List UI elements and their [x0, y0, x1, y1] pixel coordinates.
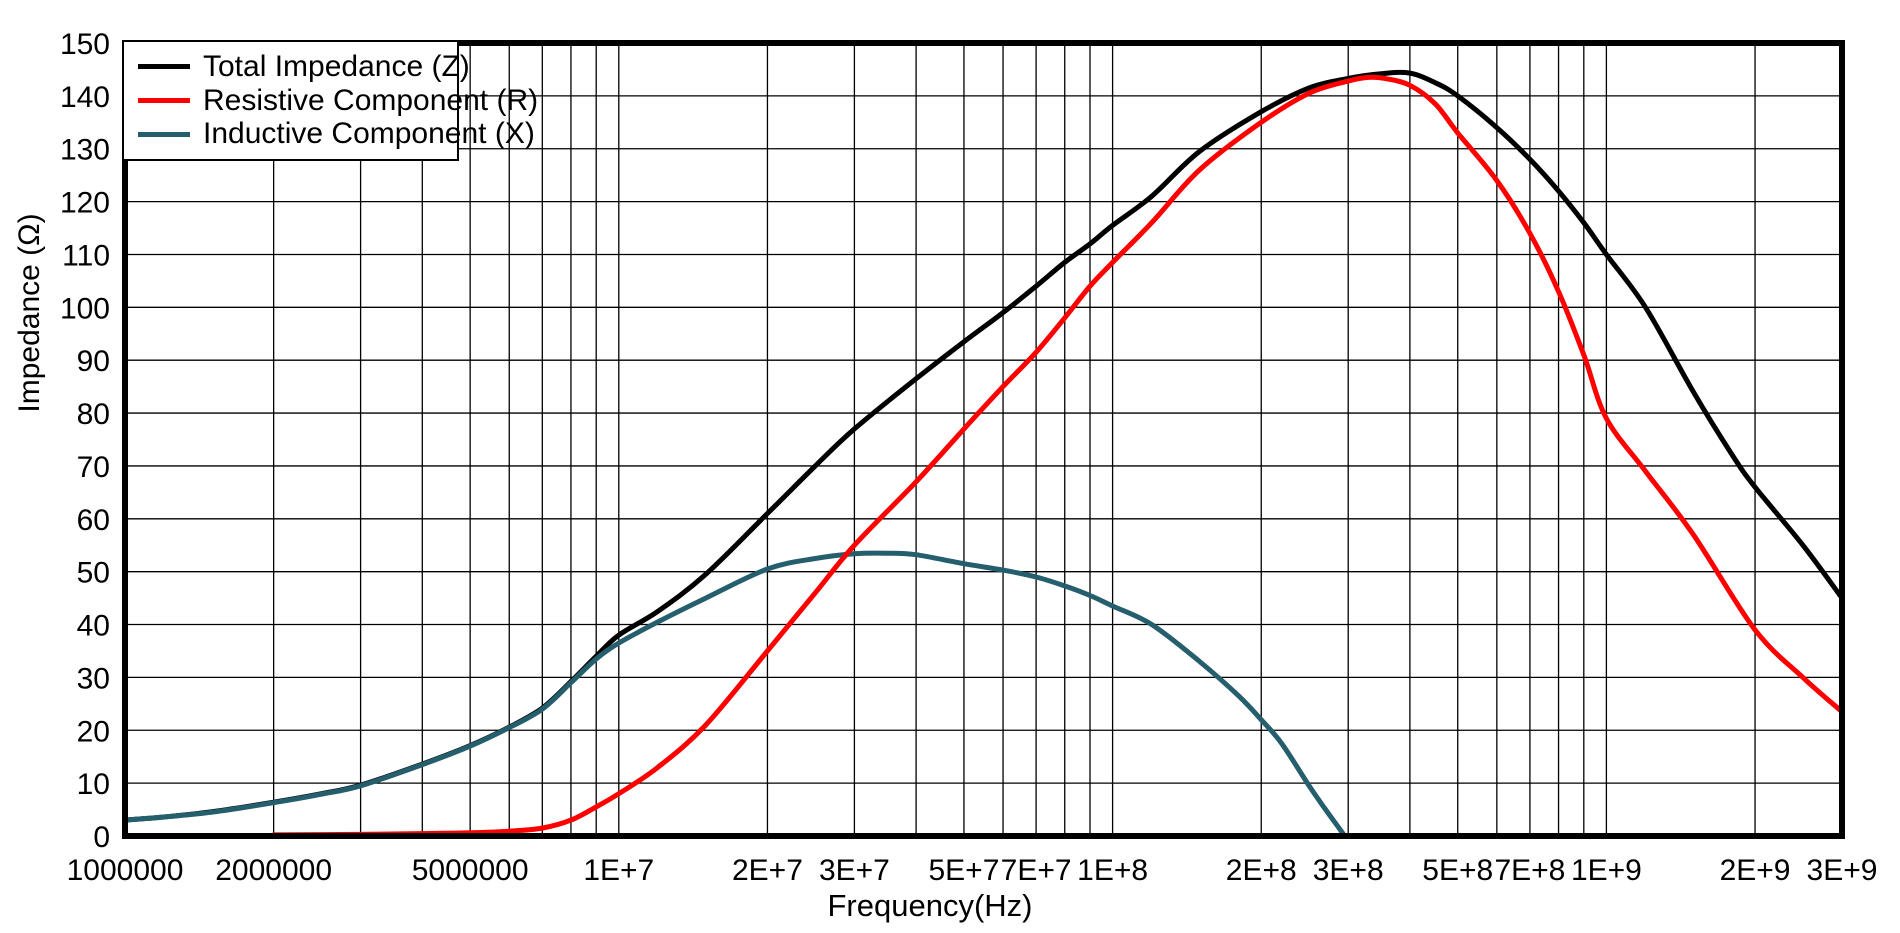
series-resistive-component [271, 74, 1845, 838]
y-tick-label: 10 [77, 768, 110, 801]
y-tick-label: 30 [77, 662, 110, 695]
x-tick-label: 5E+7 [928, 854, 999, 887]
legend-label-inductive-component: Inductive Component (X) [203, 117, 535, 151]
x-tick-label: 5E+8 [1422, 854, 1493, 887]
y-tick-label: 40 [77, 610, 110, 643]
legend: Total Impedance (Z) Resistive Component … [122, 40, 538, 161]
x-tick-label: 1000000 [67, 854, 184, 887]
x-tick-label: 3E+7 [819, 854, 890, 887]
legend-item-resistive-component: Resistive Component (R) [138, 85, 538, 117]
y-tick-label: 120 [60, 187, 110, 220]
x-tick-label: 2000000 [215, 854, 332, 887]
y-tick-label: 80 [77, 398, 110, 431]
y-tick-label: 90 [77, 345, 110, 378]
y-tick-label: 0 [93, 821, 110, 854]
x-axis-title: Frequency(Hz) [827, 888, 1033, 923]
y-tick-label: 50 [77, 557, 110, 590]
y-tick-label: 20 [77, 715, 110, 748]
x-tick-label: 7E+7 [1001, 854, 1072, 887]
x-tick-label: 5000000 [412, 854, 529, 887]
legend-item-total-impedance: Total Impedance (Z) [138, 51, 470, 83]
legend-label-total-impedance: Total Impedance (Z) [203, 50, 470, 84]
y-tick-label: 150 [60, 28, 110, 61]
y-tick-label: 60 [77, 504, 110, 537]
legend-line-swatch-resistive-component [138, 97, 190, 103]
x-tick-label: 2E+8 [1226, 854, 1297, 887]
y-tick-label: 70 [77, 451, 110, 484]
legend-label-resistive-component: Resistive Component (R) [203, 83, 539, 117]
x-tick-label: 1E+7 [583, 854, 654, 887]
series-inductive-component [122, 550, 1348, 839]
legend-item-inductive-component: Inductive Component (X) [138, 118, 535, 150]
x-tick-label: 7E+8 [1494, 854, 1565, 887]
legend-line-swatch-total-impedance [138, 64, 190, 70]
y-tick-label: 130 [60, 134, 110, 167]
y-axis-title: Impedance (Ω) [13, 213, 46, 413]
x-tick-label: 3E+8 [1313, 854, 1384, 887]
x-tick-label: 2E+9 [1720, 854, 1791, 887]
x-tick-label: 1E+9 [1571, 854, 1642, 887]
x-tick-label: 3E+9 [1807, 854, 1878, 887]
x-tick-label: 1E+8 [1077, 854, 1148, 887]
y-tick-label: 110 [62, 239, 110, 272]
legend-line-swatch-inductive-component [138, 131, 190, 137]
y-tick-label: 140 [60, 81, 110, 114]
plot-border [122, 40, 1845, 839]
y-tick-label: 100 [60, 292, 110, 325]
x-tick-label: 2E+7 [732, 854, 803, 887]
